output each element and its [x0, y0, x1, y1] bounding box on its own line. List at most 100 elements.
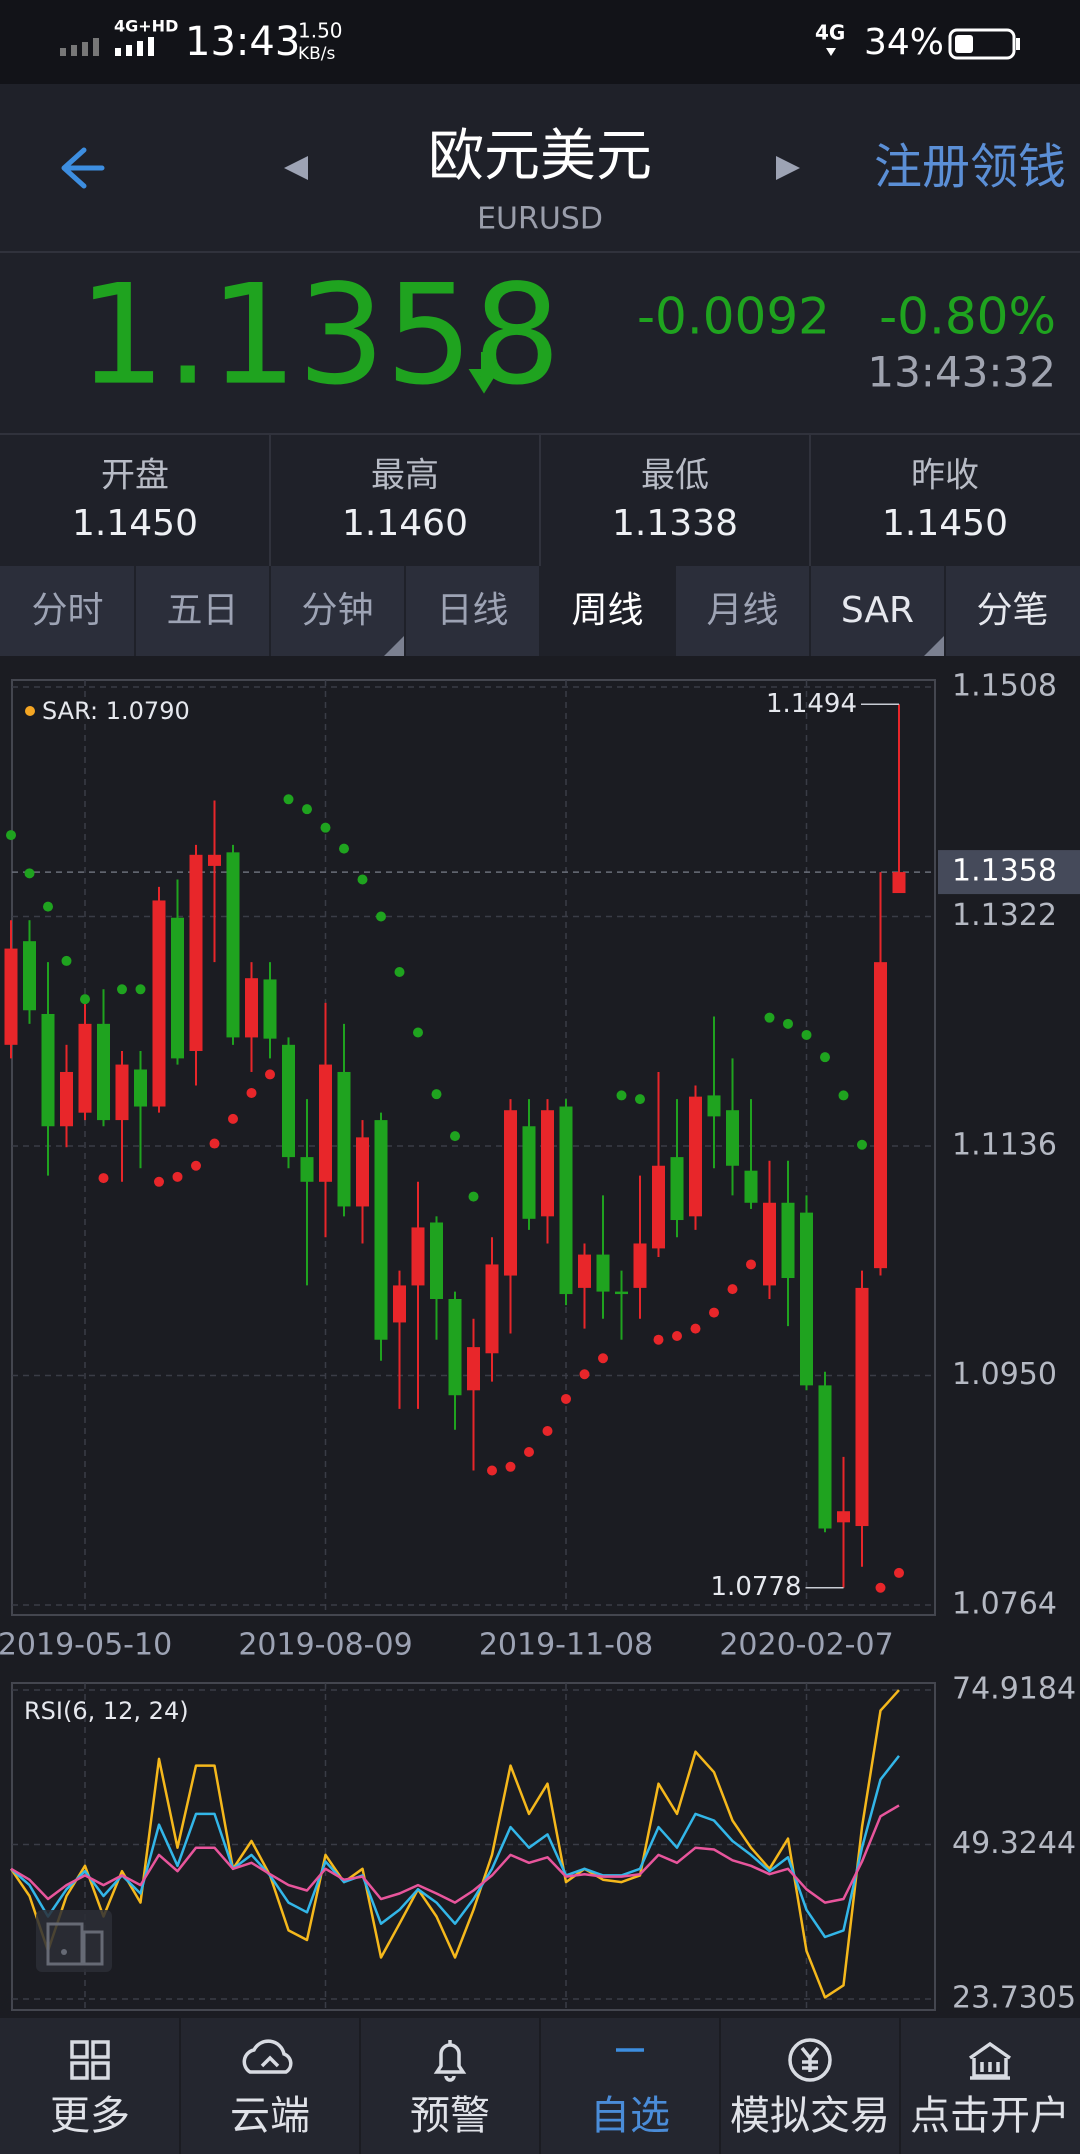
last-price-tag-label: 1.1358 [952, 854, 1057, 889]
back-button[interactable] [61, 147, 105, 189]
candle-body [633, 1243, 647, 1288]
tab[interactable]: 月线 [706, 590, 778, 631]
sar-dot [228, 1113, 238, 1124]
candle-body [781, 1202, 795, 1279]
fullscreen-button[interactable] [36, 1910, 112, 1972]
tab[interactable]: 五日 [166, 590, 238, 631]
candle-body [818, 1385, 832, 1529]
tab-bg [135, 566, 270, 656]
prev-button[interactable] [284, 156, 308, 180]
candle-body [356, 1137, 369, 1207]
candle-body [134, 1069, 147, 1107]
nav-item[interactable]: 点击开户 [910, 2093, 1070, 2139]
tab[interactable]: 分钟 [301, 590, 373, 631]
tab[interactable]: 周线 [571, 590, 643, 631]
next-button[interactable] [776, 156, 800, 180]
x-tick-label: 2019-05-10 [0, 1628, 172, 1663]
sar-dot [653, 1334, 664, 1345]
tab-bg [540, 566, 675, 656]
price-plot-frame [11, 679, 936, 1616]
nav-item[interactable]: 云端 [230, 2093, 310, 2139]
sar-dot [820, 1052, 830, 1063]
indicator-label: SAR: 1.0790 [42, 697, 190, 725]
stat-value: 1.1450 [882, 503, 1008, 544]
sar-dot [6, 830, 16, 841]
x-tick-label: 2019-08-09 [238, 1628, 412, 1663]
candle-body [208, 854, 221, 866]
candle-body [504, 1110, 517, 1276]
sar-dot [394, 967, 405, 978]
sar-dot [579, 1369, 590, 1380]
sar-dot [191, 1160, 201, 1171]
tab-bg [675, 566, 810, 656]
data-arrows [826, 48, 836, 56]
tab[interactable]: 分笔 [976, 590, 1048, 631]
sar-dot [764, 1012, 775, 1023]
x-tick-label: 2019-11-08 [479, 1628, 653, 1663]
candle-body [115, 1064, 129, 1121]
tab-bg [270, 566, 405, 656]
signal-icon-2 [115, 37, 154, 56]
candle-body [707, 1095, 721, 1117]
candle-body [615, 1291, 628, 1295]
tab[interactable]: 日线 [436, 590, 508, 631]
sar-dot [561, 1393, 571, 1404]
sar-dot [635, 1094, 645, 1105]
sar-dot [431, 1089, 442, 1100]
register-link[interactable]: 注册领钱 [874, 139, 1066, 195]
sar-dot [80, 994, 90, 1005]
y-tick-label: 1.1322 [952, 898, 1057, 933]
nav-item[interactable]: 更多 [50, 2093, 130, 2139]
nav-item[interactable]: 模拟交易 [730, 2093, 890, 2139]
y-tick-label: 1.0950 [952, 1357, 1057, 1392]
tab[interactable]: SAR [841, 590, 914, 631]
sar-dot [154, 1176, 164, 1187]
rsi-plot-frame [11, 1682, 936, 2011]
nav-item[interactable]: 自选 [590, 2093, 670, 2139]
candle-body [744, 1170, 758, 1203]
candle-body [393, 1285, 406, 1323]
candle-body [559, 1106, 573, 1295]
nav-icons [70, 2038, 1012, 2082]
stat-value: 1.1460 [342, 503, 468, 544]
sar-dot [875, 1582, 886, 1593]
candle-body [448, 1299, 462, 1396]
tab[interactable]: 分时 [31, 590, 103, 631]
y-tick-label: 1.1508 [952, 669, 1057, 704]
candle-body [800, 1212, 813, 1386]
candle-body [763, 1202, 776, 1286]
sar-dot [24, 868, 35, 879]
sar-dot [450, 1131, 460, 1142]
battery-icon [948, 28, 1020, 60]
stat-label: 昨收 [911, 456, 979, 496]
status-bar [0, 0, 1080, 84]
candle-body [726, 1110, 739, 1166]
candle-body [874, 962, 887, 1269]
nav-item[interactable]: 预警 [410, 2093, 490, 2139]
sar-dot [690, 1323, 701, 1334]
candle-body [152, 900, 166, 1107]
tab-bg [945, 566, 1080, 656]
candle-body [60, 1071, 73, 1127]
sar-dot [783, 1018, 793, 1029]
tab-dropdown-mark [924, 636, 944, 656]
sar-dot [598, 1353, 608, 1364]
sar-dot [413, 1027, 423, 1038]
sar-dot [709, 1307, 719, 1318]
net-speed: 1.50 [298, 19, 343, 43]
sar-dot [117, 984, 127, 995]
y-tick-label: 1.0764 [952, 1587, 1057, 1622]
candle-body [226, 852, 240, 1038]
y-tick-label: 74.9184 [952, 1672, 1076, 1707]
candle-body [855, 1287, 869, 1527]
price-change: -0.0092 [637, 288, 830, 346]
candle-body [282, 1044, 295, 1158]
sar-dot [302, 804, 312, 815]
signal-icon [60, 38, 99, 56]
period-tabs: 分时 五日 分钟 日线 周线 月线 SAR 分笔 [0, 566, 1080, 656]
sar-dot [487, 1465, 497, 1476]
candle-body [522, 1126, 536, 1219]
stat-value: 1.1338 [612, 503, 738, 544]
